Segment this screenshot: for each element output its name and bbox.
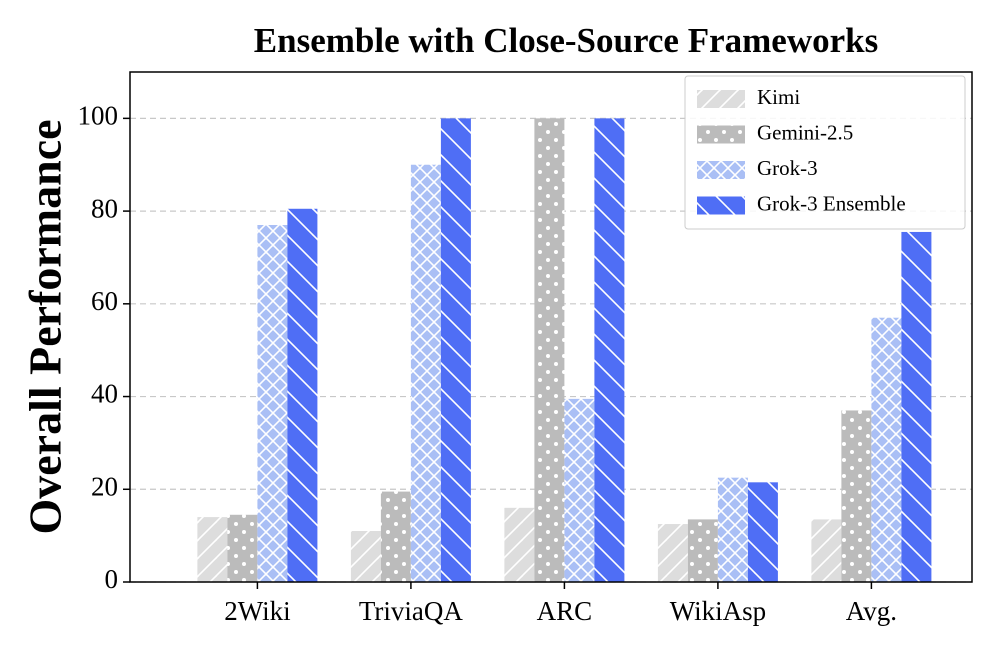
y-tick-label: 20 bbox=[91, 471, 118, 501]
legend-swatch bbox=[697, 125, 745, 144]
bar bbox=[747, 482, 778, 582]
x-tick-label: 2Wiki bbox=[224, 596, 290, 626]
legend-label: Kimi bbox=[757, 85, 800, 109]
bar bbox=[811, 519, 842, 582]
bar bbox=[687, 519, 718, 582]
bar bbox=[871, 317, 902, 582]
x-tick-label: Avg. bbox=[846, 596, 897, 626]
bar bbox=[504, 507, 535, 582]
bar bbox=[350, 531, 381, 582]
x-tick-label: WikiAsp bbox=[670, 596, 766, 626]
legend-box bbox=[684, 75, 966, 230]
bar bbox=[227, 514, 258, 582]
y-tick-label: 80 bbox=[91, 193, 118, 223]
bar bbox=[534, 118, 565, 582]
x-tick-label: TriviaQA bbox=[359, 596, 464, 626]
bar bbox=[717, 477, 748, 582]
chart-title: Ensemble with Close-Source Frameworks bbox=[254, 21, 878, 60]
plot-frame bbox=[129, 71, 973, 583]
legend-label: Gemini-2.5 bbox=[757, 120, 853, 144]
y-tick-label: 40 bbox=[91, 379, 118, 409]
bar bbox=[287, 208, 318, 583]
x-tick-label: ARC bbox=[537, 596, 593, 626]
bar bbox=[257, 225, 288, 582]
legend-label: Grok-3 Ensemble bbox=[757, 191, 906, 215]
bar bbox=[594, 118, 625, 582]
bar bbox=[197, 517, 228, 582]
legend-swatch bbox=[697, 161, 745, 179]
bar bbox=[841, 410, 872, 582]
legend-label: Grok-3 bbox=[757, 156, 818, 180]
bar bbox=[380, 491, 411, 582]
bar bbox=[410, 164, 441, 582]
bar bbox=[440, 118, 471, 582]
y-tick-label: 100 bbox=[78, 101, 119, 131]
legend-swatch bbox=[697, 196, 745, 215]
bar bbox=[901, 231, 932, 583]
y-axis-label: Overall Performance bbox=[20, 119, 71, 534]
y-tick-label: 60 bbox=[91, 286, 118, 316]
legend-swatch bbox=[697, 90, 745, 108]
bar bbox=[657, 524, 688, 582]
bar bbox=[564, 398, 595, 582]
y-tick-label: 0 bbox=[105, 564, 119, 594]
